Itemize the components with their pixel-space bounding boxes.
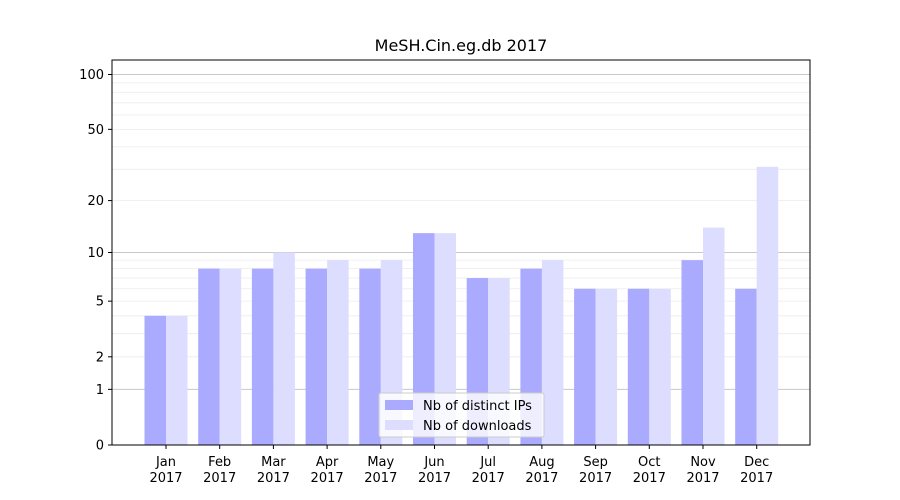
y-tick-label: 5 <box>96 295 104 310</box>
bar <box>649 288 671 445</box>
x-tick-label: May 2017 <box>364 455 397 486</box>
y-tick-label: 100 <box>79 68 104 83</box>
x-tick-label: Oct 2017 <box>633 455 666 486</box>
x-tick-label: Dec 2017 <box>740 455 773 486</box>
bar <box>627 288 650 445</box>
bar <box>541 260 564 445</box>
legend-label: Nb of downloads <box>423 419 532 434</box>
bar <box>144 315 166 445</box>
bar <box>756 166 779 446</box>
legend-box <box>378 392 545 438</box>
y-tick-label: 20 <box>87 194 104 209</box>
y-axis: 0 1 2 5 10 20 50 100 <box>79 68 112 454</box>
chart-title: MeSH.Cin.eg.db 2017 <box>375 36 548 55</box>
legend-label: Nb of distinct IPs <box>423 399 532 414</box>
bar <box>595 288 618 445</box>
x-axis: Jan 2017 Feb 2017 Mar 2017 Apr 2017 May 2017 Jun 20… <box>149 445 773 486</box>
bar <box>198 268 220 445</box>
y-tick-label: 10 <box>87 246 104 261</box>
bar <box>735 288 757 445</box>
bar <box>166 315 188 445</box>
x-tick-label: Mar 2017 <box>257 455 290 486</box>
y-tick-label: 1 <box>96 383 104 398</box>
x-tick-label: Aug 2017 <box>525 455 558 486</box>
bar <box>359 268 381 445</box>
x-tick-label: Jan 2017 <box>149 455 182 486</box>
bar <box>681 260 703 445</box>
bar <box>327 260 349 445</box>
x-tick-label: Apr 2017 <box>311 455 344 486</box>
y-tick-label: 50 <box>87 123 104 138</box>
legend-swatch <box>385 420 413 430</box>
x-tick-label: Sep 2017 <box>579 455 612 486</box>
legend-swatch <box>385 400 413 410</box>
bar <box>574 288 596 445</box>
x-tick-label: Jun 2017 <box>418 455 451 486</box>
bar <box>703 227 725 445</box>
x-tick-label: Feb 2017 <box>203 455 236 486</box>
x-tick-label: Nov 2017 <box>686 455 719 486</box>
bar <box>251 268 274 445</box>
bars <box>144 166 779 446</box>
y-tick-label: 2 <box>96 350 104 365</box>
bar <box>413 233 435 445</box>
bar <box>273 252 295 445</box>
bar <box>305 268 328 445</box>
bar <box>434 233 456 445</box>
x-tick-label: Jul 2017 <box>472 455 505 486</box>
legend: Nb of distinct IPs Nb of downloads <box>378 392 545 438</box>
bar <box>219 268 242 445</box>
y-tick-label: 0 <box>96 439 104 454</box>
